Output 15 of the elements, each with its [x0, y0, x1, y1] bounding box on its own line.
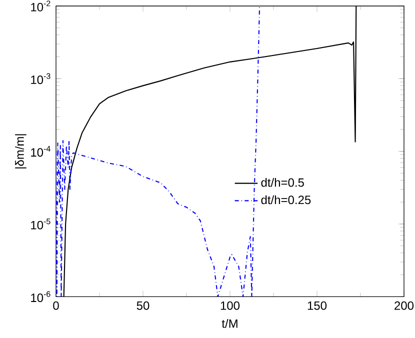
y-tick-label: 10$^{-6}$	[31, 291, 50, 302]
x-tick-label: 100	[220, 301, 240, 310]
x-tick-label: 150	[308, 301, 327, 310]
x-tick-label: 50	[136, 301, 150, 310]
y-axis-title: |δm/m|	[15, 134, 26, 168]
y-tick-label: 10$^{-5}$	[31, 218, 50, 230]
x-tick-label: 200	[394, 301, 414, 310]
line-series	[56, 6, 260, 297]
y-tick-label: 10$^{-4}$	[31, 146, 50, 157]
y-tick-label: 10$^{-2}$	[31, 0, 50, 12]
x-tick-label: 0	[53, 301, 59, 310]
y-tick-label: 10$^{-3}$	[31, 73, 50, 84]
legend-label: dt/h=0.5	[261, 178, 304, 187]
legend-label: dt/h=0.25	[261, 195, 311, 204]
x-axis-title: t/M	[222, 319, 238, 328]
